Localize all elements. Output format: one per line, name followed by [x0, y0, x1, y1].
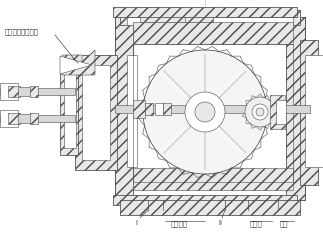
Bar — [115, 17, 133, 200]
Bar — [113, 7, 297, 17]
Bar — [30, 86, 38, 97]
Circle shape — [245, 97, 275, 127]
Bar — [75, 55, 117, 170]
Bar — [64, 72, 76, 148]
Bar — [133, 22, 293, 44]
Polygon shape — [62, 50, 95, 75]
Bar — [0, 88, 75, 95]
Polygon shape — [60, 56, 92, 74]
Bar — [145, 103, 153, 115]
Circle shape — [252, 104, 268, 120]
Bar — [133, 100, 145, 118]
Bar — [18, 114, 32, 123]
Bar — [113, 195, 297, 205]
Bar — [265, 100, 277, 118]
Bar — [127, 55, 137, 167]
Bar — [82, 65, 110, 160]
Bar — [185, 17, 213, 22]
Text: 换向活塞: 换向活塞 — [171, 220, 188, 227]
Bar — [140, 17, 190, 22]
Bar — [270, 95, 285, 129]
Bar — [8, 113, 20, 124]
Circle shape — [256, 108, 264, 116]
Text: 排气阀芯接压力表: 排气阀芯接压力表 — [5, 28, 39, 35]
Bar — [0, 115, 75, 122]
Bar — [133, 168, 293, 190]
Text: I: I — [135, 220, 137, 226]
Bar — [155, 103, 163, 115]
Bar — [300, 40, 318, 185]
Bar — [133, 44, 293, 182]
Bar — [120, 200, 300, 215]
Circle shape — [185, 92, 225, 132]
Bar — [127, 17, 293, 25]
Bar — [60, 65, 78, 155]
Bar — [115, 17, 305, 200]
Bar — [286, 17, 305, 200]
Bar — [305, 55, 323, 167]
Bar — [120, 10, 300, 25]
Text: II: II — [218, 220, 222, 226]
Text: 活塞: 活塞 — [280, 220, 288, 227]
Bar — [0, 110, 18, 127]
Bar — [0, 83, 18, 100]
Text: 小齿轮: 小齿轮 — [250, 220, 263, 227]
Bar — [18, 87, 32, 96]
Circle shape — [143, 50, 267, 174]
Bar — [8, 86, 20, 97]
Bar — [276, 100, 286, 124]
Bar — [115, 105, 310, 113]
Bar — [163, 103, 171, 115]
Circle shape — [195, 102, 215, 122]
Bar — [30, 113, 38, 124]
